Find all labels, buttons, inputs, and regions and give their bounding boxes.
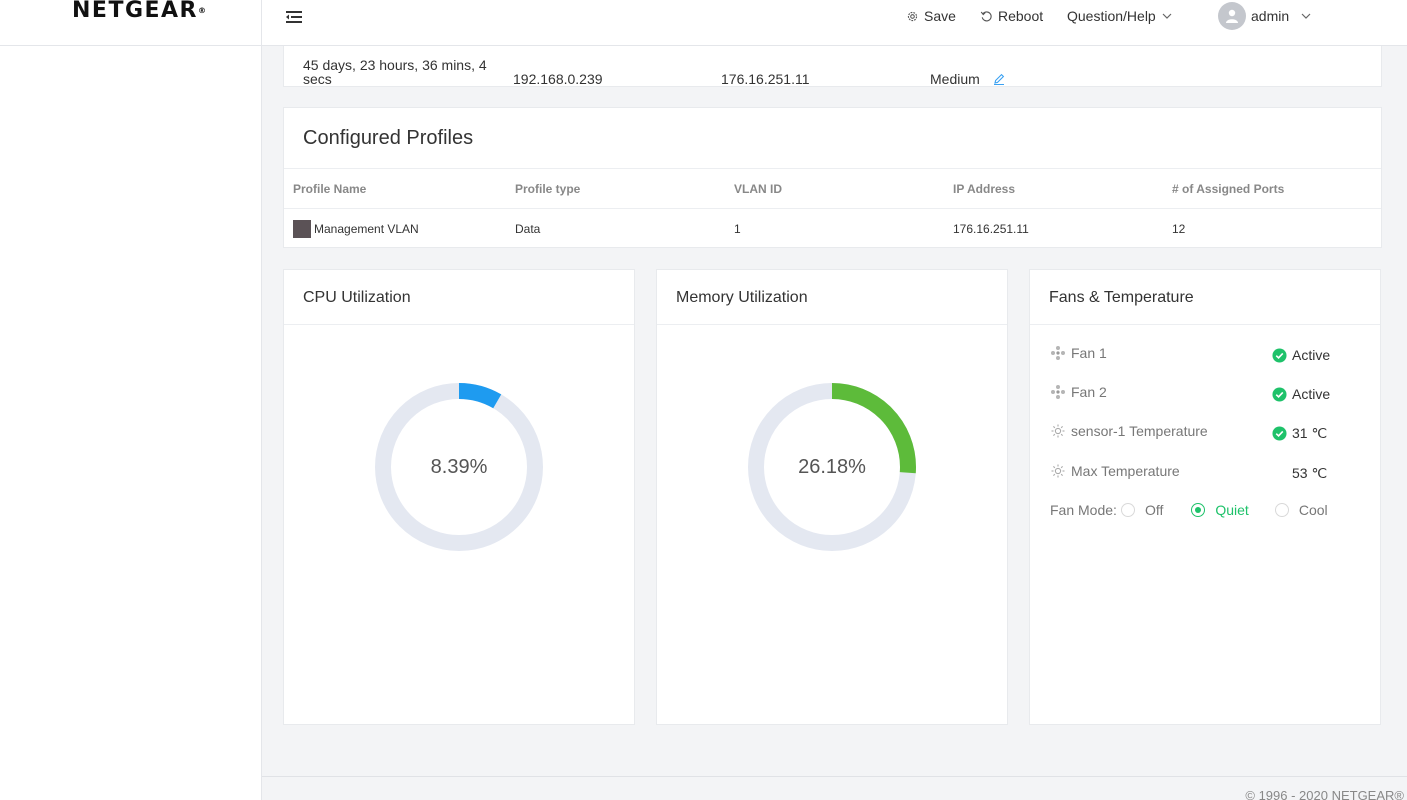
- table-header-row: Profile Name Profile type VLAN ID IP Add…: [284, 169, 1381, 209]
- uptime-value: 45 days, 23 hours, 36 mins, 4 secs: [303, 57, 487, 87]
- memory-donut-chart: 26.18%: [747, 382, 917, 552]
- fan-label: Fan 1: [1071, 345, 1107, 361]
- copyright-text: © 1996 - 2020 NETGEAR®: [1245, 788, 1404, 800]
- profile-name: Management VLAN: [314, 222, 419, 236]
- sensor-value: 53 ℃: [1292, 465, 1328, 481]
- sidebar: NETGEAR®: [0, 0, 262, 800]
- column-header: VLAN ID: [734, 182, 782, 196]
- assigned-ports-cell: 12: [1172, 222, 1186, 236]
- ip-address-cell: 176.16.251.11: [953, 222, 1029, 236]
- reboot-button[interactable]: Reboot: [980, 6, 1043, 26]
- save-label: Save: [924, 8, 956, 24]
- check-circle-icon: [1272, 347, 1287, 363]
- cpu-utilization-card: CPU Utilization 8.39%: [283, 269, 635, 725]
- profile-color-swatch: [293, 220, 311, 238]
- column-header: IP Address: [953, 182, 1016, 196]
- chevron-down-icon: [1301, 13, 1311, 19]
- column-header: Profile type: [515, 182, 581, 196]
- memory-title: Memory Utilization: [676, 289, 808, 306]
- user-label: admin: [1251, 8, 1290, 24]
- avatar: [1218, 2, 1246, 30]
- help-dropdown[interactable]: Question/Help: [1067, 6, 1173, 26]
- profiles-table: Profile Name Profile type VLAN ID IP Add…: [284, 168, 1381, 249]
- sensor-label: Max Temperature: [1071, 463, 1180, 479]
- fan-status-label: Active: [1292, 386, 1331, 402]
- fan-icon: [1051, 385, 1065, 399]
- radio-icon: [1120, 503, 1135, 517]
- fan-row: Fan 1 Active: [1050, 345, 1370, 367]
- fan-mode-off-radio[interactable]: Off: [1120, 502, 1164, 518]
- sun-icon: [1051, 464, 1065, 478]
- fans-temperature-card: Fans & Temperature Fan 1 Active Fan 2 Ac…: [1029, 269, 1381, 725]
- fan-name: Fan 1: [1050, 345, 1107, 361]
- card-divider: [657, 324, 1007, 325]
- temperature-row: Max Temperature 53 ℃: [1050, 463, 1370, 485]
- ip-address-value: 192.168.0.239: [513, 71, 603, 87]
- cpu-value-label: 8.39%: [430, 455, 488, 478]
- fan-status: Active: [1272, 386, 1330, 402]
- menu-toggle-icon[interactable]: [284, 8, 304, 26]
- sensor-name: Max Temperature: [1050, 463, 1180, 479]
- table-row[interactable]: Management VLAN Data 1 176.16.251.11 12: [284, 209, 1381, 249]
- fan-row: Fan 2 Active: [1050, 384, 1370, 406]
- fan-label: Fan 2: [1071, 384, 1107, 400]
- check-circle-icon: [1272, 426, 1287, 441]
- card-divider: [1030, 324, 1380, 325]
- memory-donut-arc: [748, 383, 916, 551]
- sensor-label: sensor-1 Temperature: [1071, 423, 1208, 439]
- save-button[interactable]: Save: [906, 6, 956, 26]
- edit-icon[interactable]: [992, 72, 1006, 86]
- memory-utilization-card: Memory Utilization 26.18%: [656, 269, 1008, 725]
- fan-status-label: Active: [1292, 347, 1331, 363]
- mgmt-ip-value: 176.16.251.11: [721, 71, 810, 87]
- profile-type-cell: Data: [515, 222, 541, 236]
- vlan-id-cell: 1: [734, 222, 741, 236]
- sensor-name: sensor-1 Temperature: [1050, 423, 1208, 439]
- reboot-label: Reboot: [998, 8, 1044, 24]
- sensor-value: 31 ℃: [1292, 425, 1328, 441]
- cpu-donut-arc: [375, 383, 543, 551]
- radio-label: Cool: [1298, 502, 1328, 518]
- chevron-down-icon: [1162, 13, 1172, 19]
- cpu-donut-chart: 8.39%: [374, 382, 544, 552]
- fan-mode-selector: Fan Mode: Off Quiet Cool: [1050, 502, 1328, 518]
- sun-icon: [1051, 424, 1065, 438]
- column-header: Profile Name: [293, 182, 367, 196]
- profiles-title: Configured Profiles: [303, 127, 474, 149]
- fan-icon: [1051, 346, 1065, 360]
- temperature-row: sensor-1 Temperature 31 ℃: [1050, 423, 1370, 445]
- fan-mode-quiet-radio[interactable]: Quiet: [1191, 502, 1249, 518]
- level-label: Medium: [930, 71, 980, 87]
- level-value: Medium: [930, 71, 1006, 87]
- column-header: # of Assigned Ports: [1172, 182, 1285, 196]
- reboot-icon: [980, 10, 992, 21]
- cpu-title: CPU Utilization: [303, 289, 411, 306]
- radio-label: Off: [1144, 502, 1164, 518]
- fan-mode-label: Fan Mode:: [1050, 502, 1117, 518]
- user-menu[interactable]: admin: [1218, 2, 1312, 30]
- card-divider: [284, 324, 634, 325]
- main-content: 45 days, 23 hours, 36 mins, 4 secs 192.1…: [262, 26, 1407, 800]
- help-label: Question/Help: [1067, 8, 1156, 24]
- configured-profiles-card: Configured Profiles Profile Name Profile…: [283, 107, 1382, 248]
- radio-selected-icon: [1191, 503, 1206, 517]
- memory-value-label: 26.18%: [798, 455, 866, 478]
- fan-mode-cool-radio[interactable]: Cool: [1274, 502, 1328, 518]
- radio-icon: [1274, 503, 1289, 517]
- check-circle-icon: [1272, 386, 1287, 402]
- top-header: Save Reboot Question/Help admin: [262, 0, 1407, 46]
- sensor-status: 53 ℃: [1292, 465, 1327, 482]
- fan-status: Active: [1272, 347, 1330, 363]
- user-icon: [1226, 9, 1238, 23]
- sidebar-divider: [0, 45, 262, 46]
- fan-name: Fan 2: [1050, 384, 1107, 400]
- radio-label: Quiet: [1215, 502, 1249, 518]
- footer: © 1996 - 2020 NETGEAR®: [262, 776, 1407, 800]
- sensor-status: 31 ℃: [1272, 425, 1327, 442]
- profile-name-cell: Management VLAN: [293, 209, 419, 249]
- netgear-logo[interactable]: NETGEAR®: [72, 0, 206, 23]
- gear-icon: [907, 11, 918, 21]
- fans-title: Fans & Temperature: [1049, 289, 1194, 306]
